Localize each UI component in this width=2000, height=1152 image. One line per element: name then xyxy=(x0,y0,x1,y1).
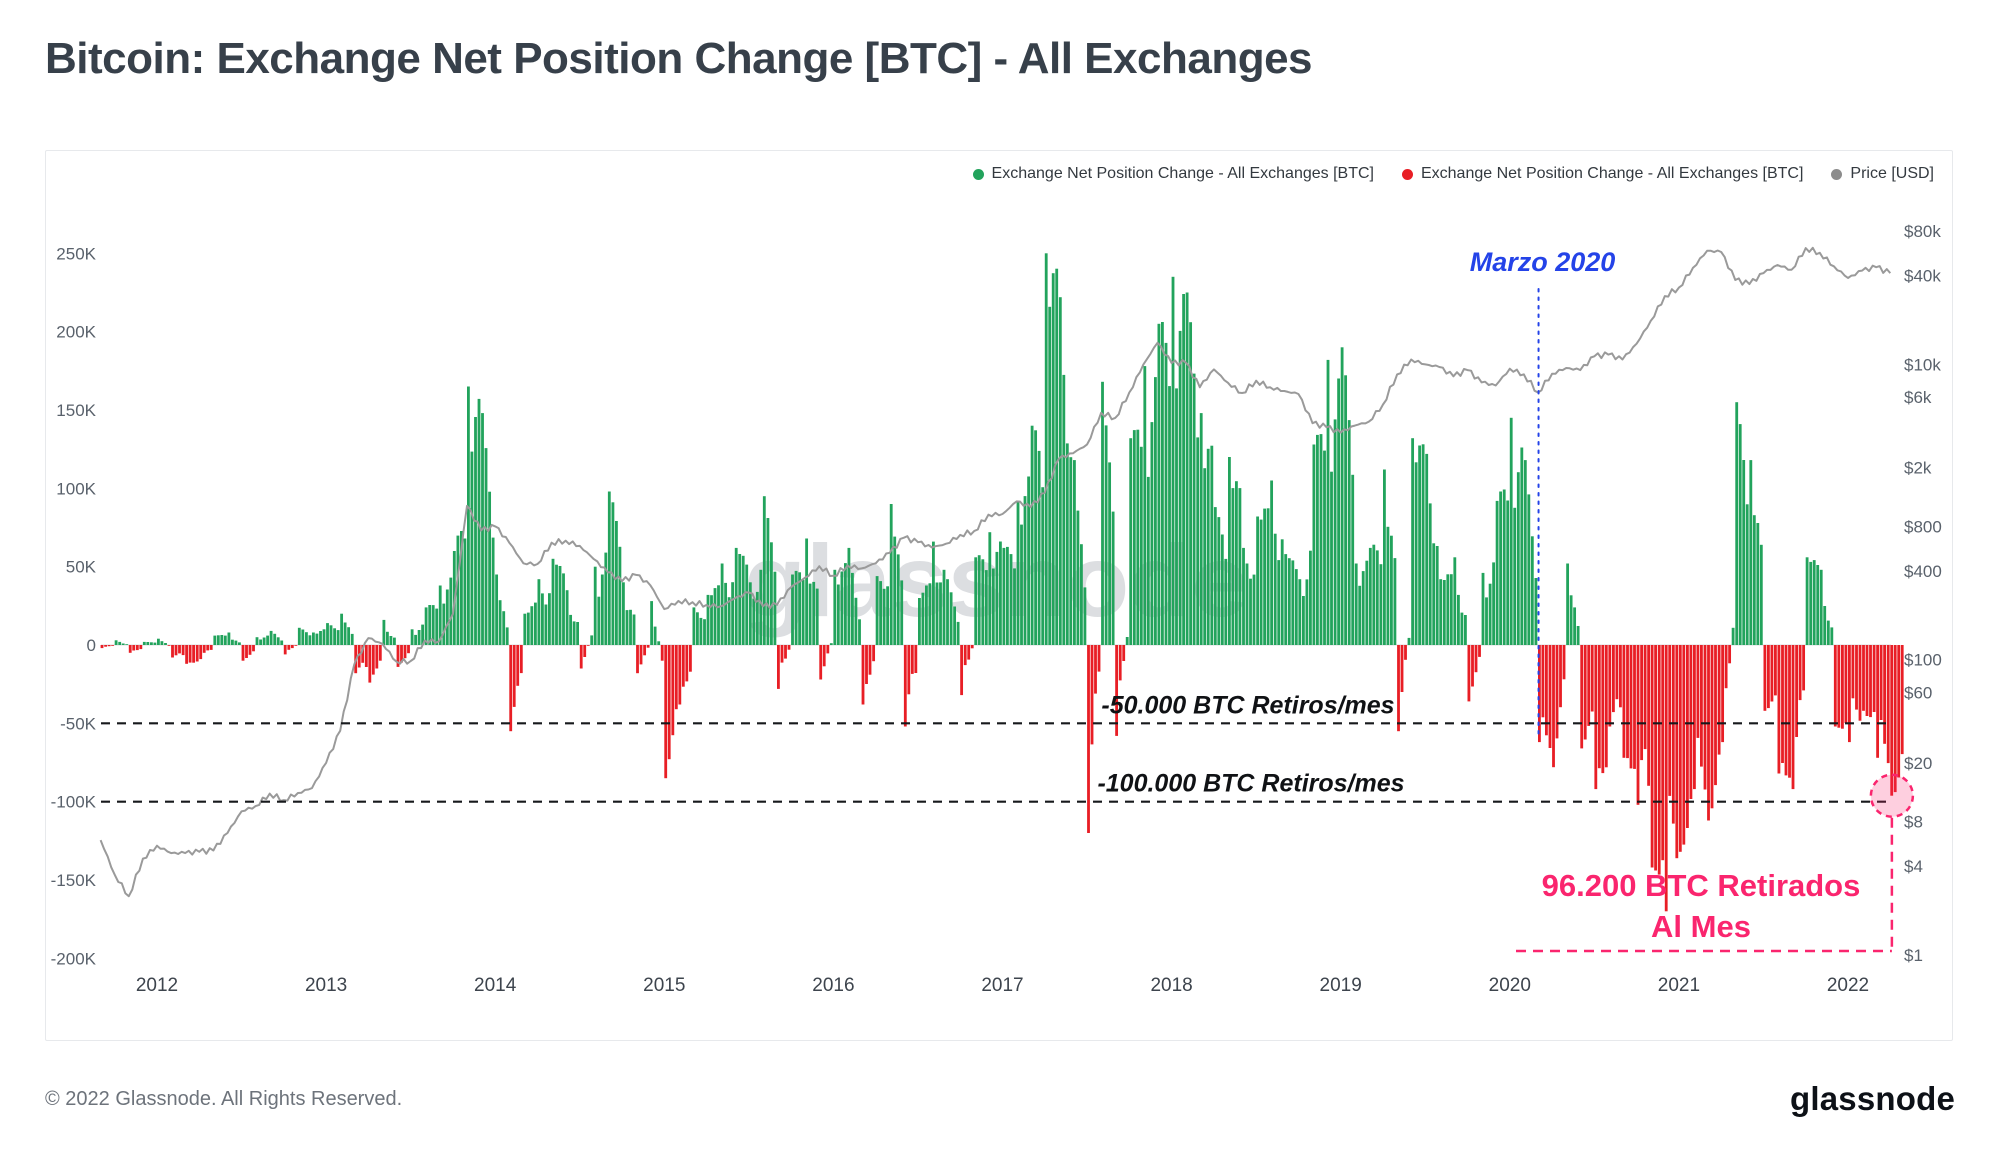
svg-text:$400: $400 xyxy=(1904,562,1942,581)
legend-green-dot-icon xyxy=(972,168,984,180)
svg-text:0: 0 xyxy=(87,636,96,655)
footer: © 2022 Glassnode. All Rights Reserved. g… xyxy=(45,1080,1955,1118)
copyright-text: © 2022 Glassnode. All Rights Reserved. xyxy=(45,1087,403,1110)
svg-text:$60: $60 xyxy=(1904,684,1932,703)
line50-label: -50.000 BTC Retiros/mes xyxy=(1101,691,1394,719)
svg-text:-200K: -200K xyxy=(51,949,97,968)
legend-label-net-position-positive: Exchange Net Position Change - All Excha… xyxy=(991,165,1374,182)
legend-item-net-position-positive[interactable]: Exchange Net Position Change - All Excha… xyxy=(972,165,1374,183)
svg-text:-50K: -50K xyxy=(60,714,97,733)
svg-text:-100K: -100K xyxy=(51,793,97,812)
chart-card: Exchange Net Position Change - All Excha… xyxy=(45,150,1953,1041)
svg-text:250K: 250K xyxy=(56,244,96,263)
chart-legend: Exchange Net Position Change - All Excha… xyxy=(972,165,1934,183)
svg-text:$10k: $10k xyxy=(1904,355,1941,374)
net-position-bars-layer xyxy=(100,253,1904,912)
legend-item-price[interactable]: Price [USD] xyxy=(1831,165,1934,183)
svg-text:2015: 2015 xyxy=(643,975,685,996)
glassnode-logo: glassnode xyxy=(1789,1080,1955,1117)
legend-item-net-position-negative[interactable]: Exchange Net Position Change - All Excha… xyxy=(1401,165,1804,183)
svg-text:$800: $800 xyxy=(1904,517,1942,536)
svg-text:2012: 2012 xyxy=(136,975,178,996)
svg-text:2019: 2019 xyxy=(1320,975,1362,996)
legend-label-price: Price [USD] xyxy=(1850,165,1934,182)
legend-label-net-position-negative: Exchange Net Position Change - All Excha… xyxy=(1420,165,1804,182)
callout-highlight-circle xyxy=(1869,773,1915,818)
svg-text:2017: 2017 xyxy=(981,975,1023,996)
y-axis-right: $80k $40k $10k $6k $2k $800 $400 $100 $60 $20 $8 $4… xyxy=(1904,222,1942,965)
svg-text:$6k: $6k xyxy=(1904,388,1932,407)
line100-label: -100.000 BTC Retiros/mes xyxy=(1097,770,1404,798)
svg-text:2021: 2021 xyxy=(1658,975,1700,996)
svg-text:100K: 100K xyxy=(56,479,96,498)
svg-text:-150K: -150K xyxy=(51,871,97,890)
price-line xyxy=(99,246,1892,898)
y-axis-left: 250K 200K 150K 100K 50K 0 -50K -100K -150K -200K xyxy=(51,244,97,968)
chart-plot-area[interactable]: glassnode250K200K150K100K50K0-50K-100K-1… xyxy=(46,151,1954,1042)
svg-text:150K: 150K xyxy=(56,401,96,420)
svg-text:2022: 2022 xyxy=(1827,975,1869,996)
legend-gray-dot-icon xyxy=(1831,168,1843,180)
page-title: Bitcoin: Exchange Net Position Change [B… xyxy=(45,34,1313,83)
svg-text:200K: 200K xyxy=(56,323,96,342)
svg-text:2013: 2013 xyxy=(305,975,347,996)
svg-text:2020: 2020 xyxy=(1489,975,1531,996)
svg-text:$100: $100 xyxy=(1904,651,1942,670)
svg-text:$80k: $80k xyxy=(1904,222,1941,241)
chart-canvas: glassnode250K200K150K100K50K0-50K-100K-1… xyxy=(51,222,1942,996)
x-axis: 2012 2013 2014 2015 2016 2017 2018 2019 2020 2021… xyxy=(136,975,1869,996)
svg-text:2016: 2016 xyxy=(812,975,854,996)
svg-text:$20: $20 xyxy=(1904,754,1932,773)
legend-red-dot-icon xyxy=(1401,168,1413,180)
callout-text-line2: Al Mes xyxy=(1651,909,1751,944)
svg-text:2014: 2014 xyxy=(474,975,517,996)
svg-text:$8: $8 xyxy=(1904,813,1923,832)
callout-text-line1: 96.200 BTC Retirados xyxy=(1542,868,1861,903)
svg-text:2018: 2018 xyxy=(1150,975,1192,996)
svg-text:50K: 50K xyxy=(66,558,97,577)
svg-text:$4: $4 xyxy=(1904,857,1923,876)
marzo-2020-label: Marzo 2020 xyxy=(1470,247,1616,277)
svg-text:$2k: $2k xyxy=(1904,459,1932,478)
svg-text:$40k: $40k xyxy=(1904,267,1941,286)
svg-text:$1: $1 xyxy=(1904,946,1923,965)
